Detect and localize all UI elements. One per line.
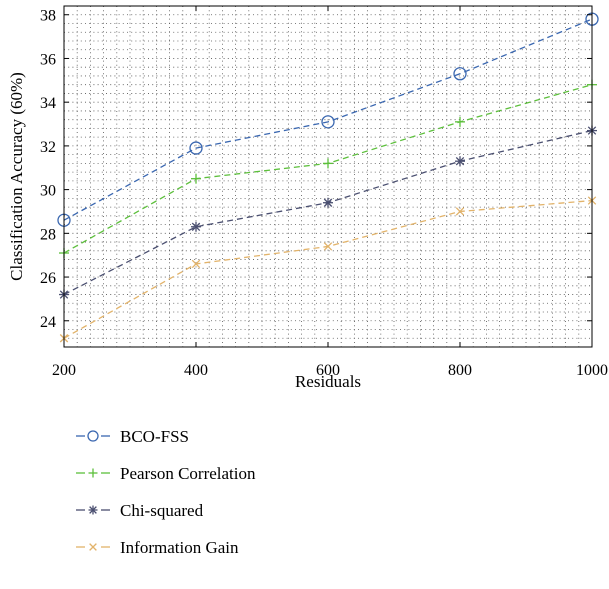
- legend-marker: [87, 430, 99, 442]
- data-point: [323, 158, 333, 169]
- data-point: [455, 207, 465, 216]
- legend-entry: BCO-FSS: [76, 427, 189, 446]
- legend-marker: [88, 505, 98, 515]
- legend-label: BCO-FSS: [120, 427, 189, 446]
- y-tick-label: 24: [40, 314, 56, 331]
- data-point: [323, 242, 333, 251]
- x-axis-label: Residuals: [295, 372, 361, 391]
- x-tick-label: 1000: [576, 362, 608, 379]
- x-ticks: 200 400 600 800 1000: [52, 6, 608, 379]
- y-tick-label: 28: [40, 226, 56, 243]
- x-tick-label: 400: [184, 362, 208, 379]
- data-point: [191, 173, 201, 184]
- data-point: [455, 156, 465, 167]
- y-tick-label: 30: [40, 183, 56, 200]
- legend-marker: [88, 468, 98, 478]
- y-tick-label: 36: [40, 51, 56, 68]
- y-ticks: 24 26 28 30 32 34 36 38: [40, 8, 592, 331]
- y-tick-label: 32: [40, 139, 56, 156]
- data-point: [191, 259, 201, 269]
- legend-label: Pearson Correlation: [120, 464, 256, 483]
- y-tick-label: 34: [40, 95, 56, 112]
- y-tick-label: 38: [40, 8, 56, 25]
- legend-label: Information Gain: [120, 538, 239, 557]
- x-tick-label: 600: [316, 362, 340, 379]
- series-line-1: [63, 18, 593, 221]
- x-tick-label: 200: [52, 362, 76, 379]
- legend-label: Chi-squared: [120, 501, 204, 520]
- data-point: [321, 115, 335, 129]
- legend: BCO-FSS Pearson Correlation Chi-squared Inf…: [76, 427, 256, 557]
- x-tick-label: 800: [448, 362, 472, 379]
- series-line-2: [63, 84, 593, 254]
- legend-entry: Information Gain: [76, 538, 239, 557]
- legend-entry: Pearson Correlation: [76, 464, 256, 483]
- data-point: [323, 197, 333, 208]
- data-point: [189, 141, 203, 155]
- y-tick-label: 26: [40, 270, 56, 287]
- y-axis-label: Classification Accuracy (60%): [7, 72, 26, 281]
- series-markers: [57, 12, 599, 343]
- legend-entry: Chi-squared: [76, 501, 204, 520]
- data-point: [453, 67, 467, 81]
- data-point: [455, 116, 465, 127]
- legend-marker: [89, 543, 97, 551]
- data-point: [191, 221, 201, 232]
